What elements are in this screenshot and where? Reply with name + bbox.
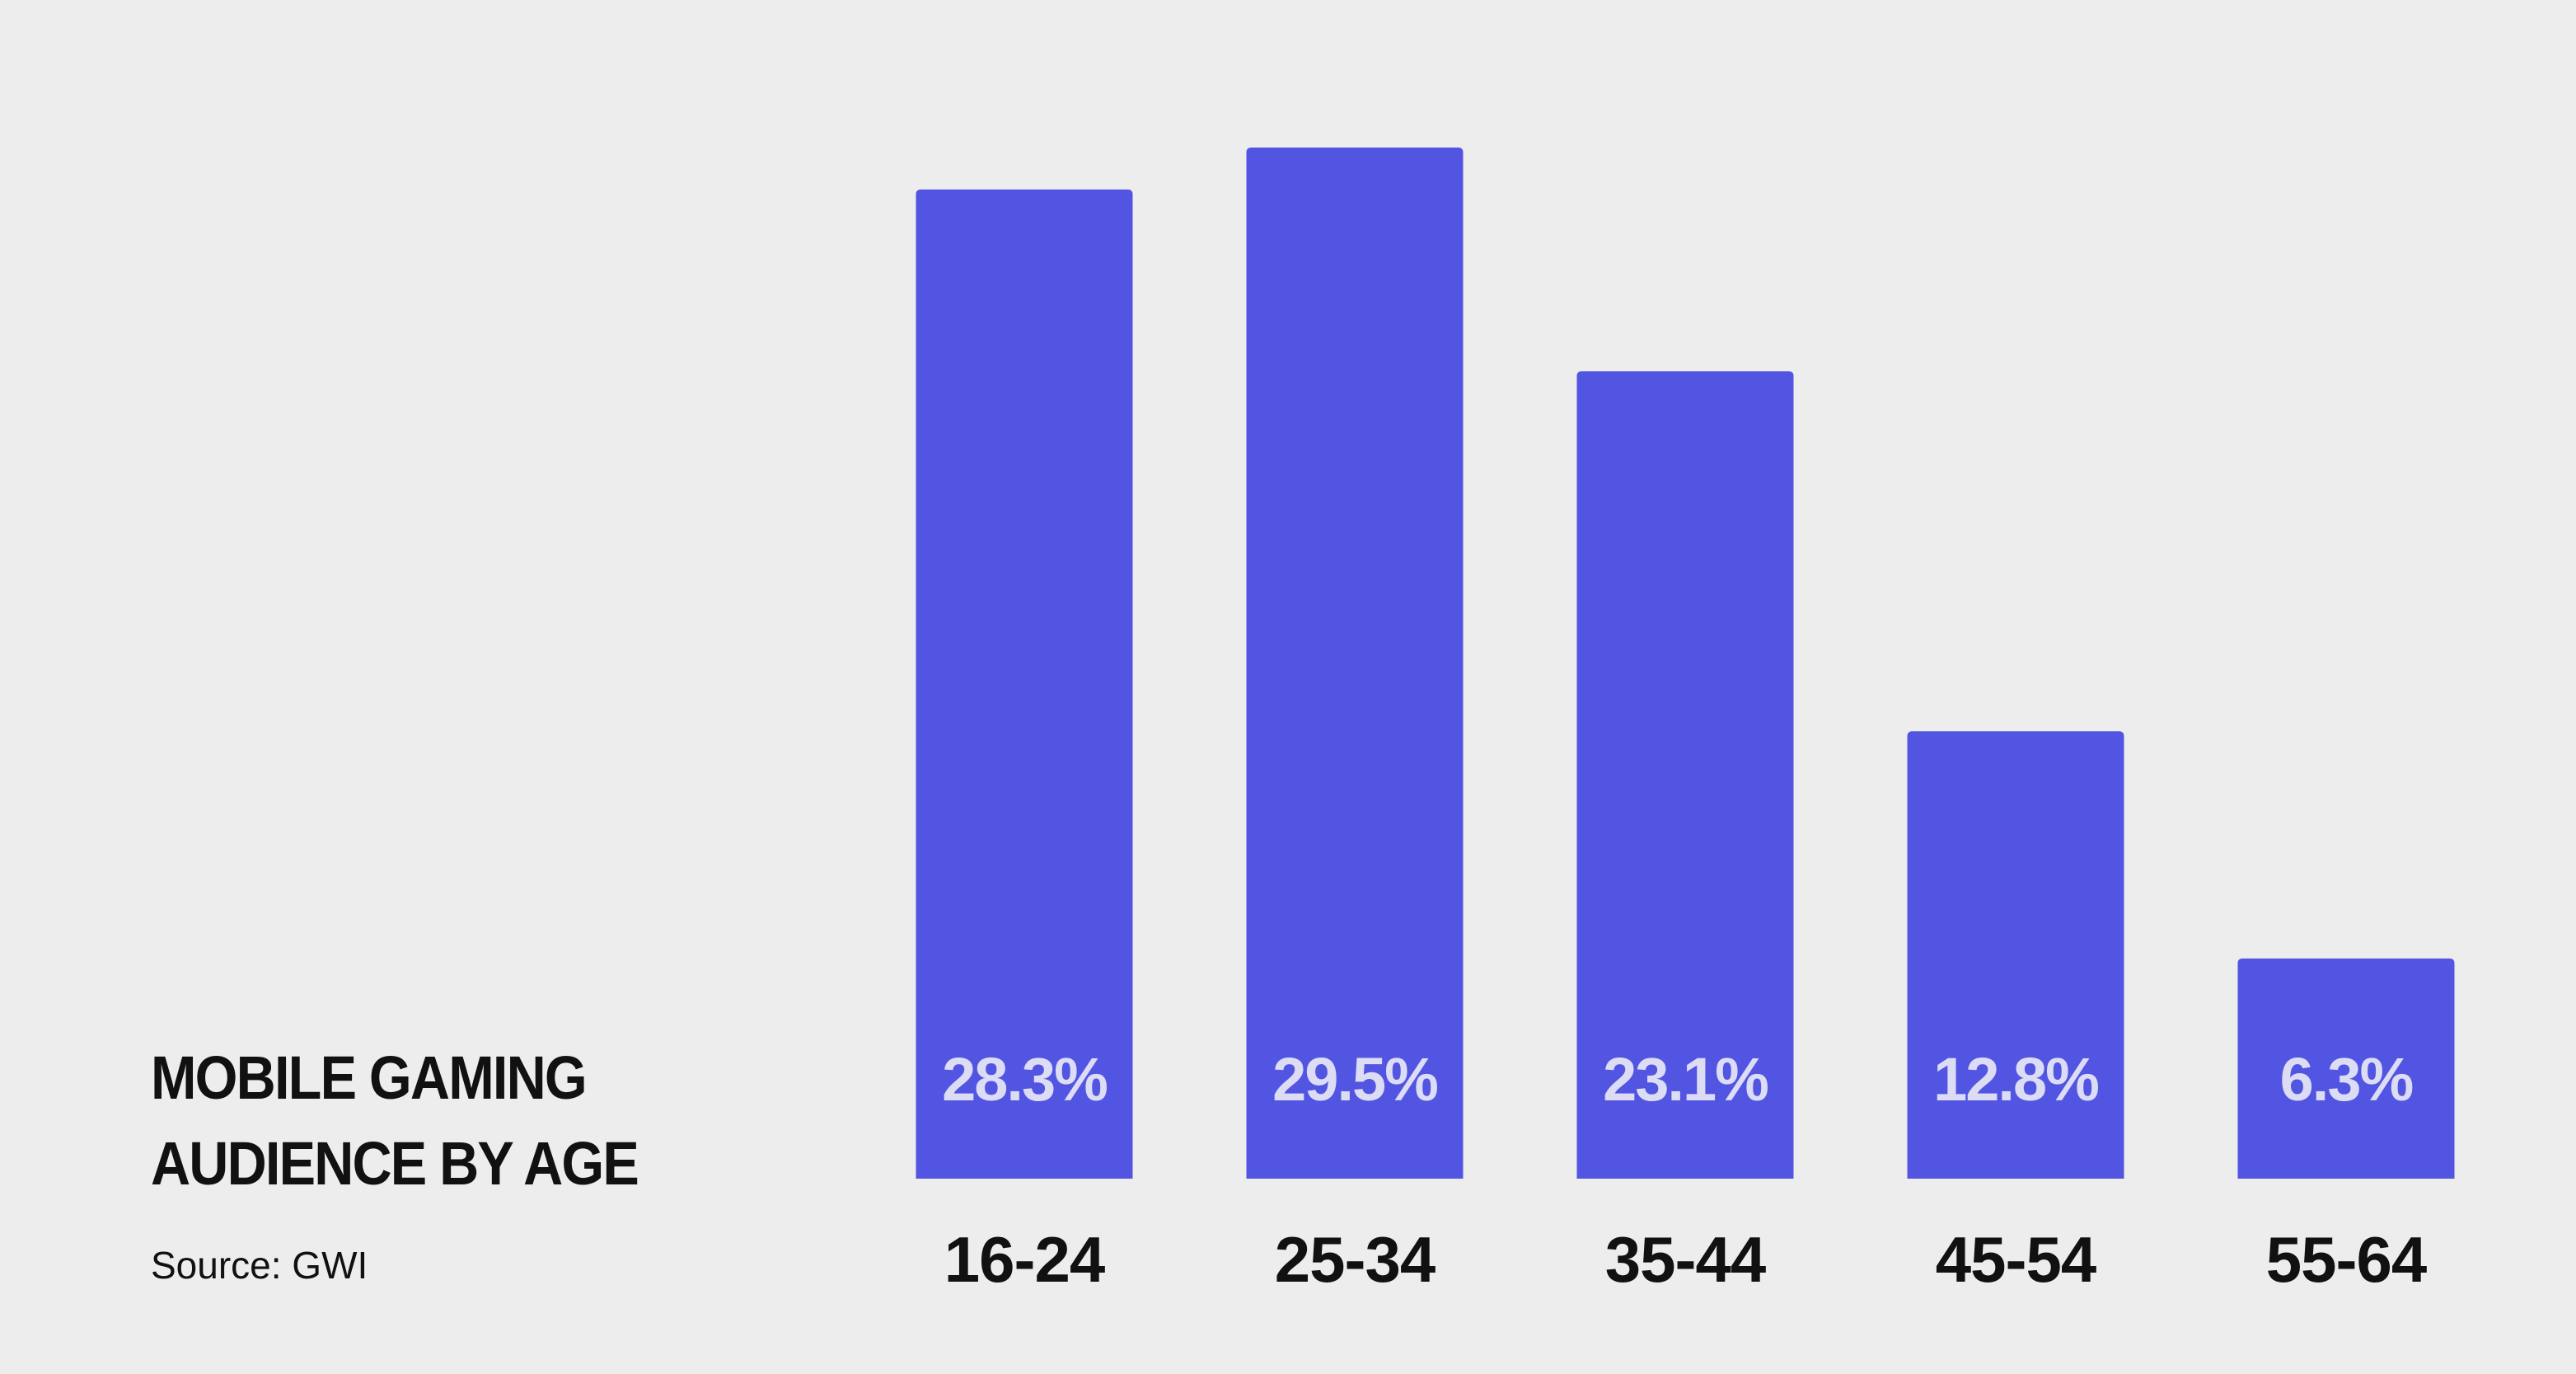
chart-title: MOBILE GAMING AUDIENCE BY AGE [151, 1035, 777, 1207]
bar-45-54 [1907, 731, 2124, 1179]
x-tick-label: 35-44 [1605, 1223, 1766, 1296]
bar-value-labels-group: 28.3% 29.5% 23.1% 12.8% 6.3% [942, 1045, 2414, 1114]
bar-55-64 [2237, 958, 2455, 1179]
bar-value-label: 12.8% [1933, 1045, 2098, 1114]
bar-25-34 [1246, 148, 1464, 1179]
bar-value-label: 6.3% [2280, 1045, 2413, 1114]
bar-value-label: 28.3% [942, 1045, 1107, 1114]
x-tick-label: 25-34 [1275, 1223, 1436, 1296]
x-tick-label: 16-24 [944, 1223, 1105, 1296]
chart-title-line-2: AUDIENCE BY AGE [151, 1129, 639, 1198]
bar-value-label: 29.5% [1272, 1045, 1437, 1114]
chart-title-line-1: MOBILE GAMING [151, 1043, 588, 1112]
x-axis-tick-labels: 16-24 25-34 35-44 45-54 55-64 [944, 1223, 2428, 1296]
x-tick-label: 45-54 [1936, 1223, 2096, 1296]
bar-35-44 [1576, 371, 1794, 1179]
source-note: Source: GWI [151, 1244, 368, 1287]
bars-group [916, 148, 2455, 1179]
x-tick-label: 55-64 [2266, 1223, 2427, 1296]
bar-value-label: 23.1% [1603, 1045, 1768, 1114]
bar-16-24 [916, 189, 1133, 1179]
